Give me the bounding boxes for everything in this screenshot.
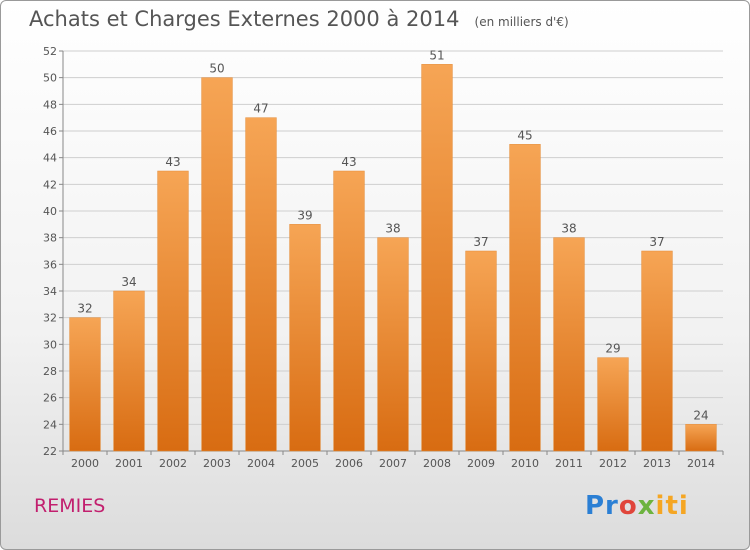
data-label-2014: 24 (693, 408, 708, 422)
y-tick-label: 30 (43, 338, 57, 351)
y-tick-label: 46 (43, 125, 57, 138)
bar-2010 (509, 144, 541, 452)
bar-2002 (157, 170, 189, 452)
bar-2012 (597, 357, 629, 452)
y-tick-label: 36 (43, 258, 57, 271)
x-tick-label: 2008 (423, 457, 451, 470)
y-tick-label: 24 (43, 418, 57, 431)
x-tick-label: 2011 (555, 457, 583, 470)
commune-name: REMIES (34, 495, 106, 517)
data-label-2004: 47 (253, 102, 268, 116)
bar-2008 (421, 64, 453, 452)
bar-2007 (377, 237, 409, 452)
bar-2006 (333, 170, 365, 452)
y-tick-label: 48 (43, 98, 57, 111)
chart-title: Achats et Charges Externes 2000 à 2014 (… (29, 7, 569, 31)
data-label-2005: 39 (297, 208, 312, 222)
x-tick-label: 2002 (159, 457, 187, 470)
x-tick-label: 2014 (687, 457, 715, 470)
y-tick-label: 34 (43, 285, 57, 298)
x-tick-label: 2009 (467, 457, 495, 470)
y-tick-label: 52 (43, 45, 57, 58)
data-label-2013: 37 (649, 235, 664, 249)
y-tick-label: 26 (43, 392, 57, 405)
bar-2003 (201, 77, 233, 452)
x-tick-label: 2012 (599, 457, 627, 470)
x-tick-label: 2005 (291, 457, 319, 470)
y-tick-label: 32 (43, 312, 57, 325)
x-tick-label: 2001 (115, 457, 143, 470)
bar-2001 (113, 290, 145, 452)
data-label-2000: 32 (77, 302, 92, 316)
x-tick-labels: 2000 2001 2002 2003 2004 2005 2006 2007 2008 2009… (71, 457, 715, 470)
y-tick-label: 44 (43, 152, 57, 165)
bar-2013 (641, 250, 673, 452)
bar-2005 (289, 224, 321, 452)
x-tick-label: 2003 (203, 457, 231, 470)
x-tick-label: 2007 (379, 457, 407, 470)
data-label-2010: 45 (517, 128, 532, 142)
y-tick-label: 28 (43, 365, 57, 378)
x-tick-label: 2006 (335, 457, 363, 470)
y-tick-label: 40 (43, 205, 57, 218)
bar-2014 (685, 424, 717, 452)
bars (69, 64, 717, 452)
logo-part-4: iti (655, 491, 689, 521)
bar-2009 (465, 250, 497, 452)
y-tick-label: 22 (43, 445, 57, 458)
data-label-2007: 38 (385, 222, 400, 236)
bar-2011 (553, 237, 585, 452)
logo-part-1: Pr (585, 491, 619, 521)
y-tick-label: 50 (43, 72, 57, 85)
chart-title-unit: (en milliers d'€) (474, 15, 569, 29)
chart-title-main: Achats et Charges Externes 2000 à 2014 (29, 7, 460, 31)
x-tick-label: 2004 (247, 457, 275, 470)
y-tick-label: 42 (43, 178, 57, 191)
bar-2004 (245, 117, 277, 452)
data-label-2003: 50 (209, 62, 224, 76)
x-tick-label: 2000 (71, 457, 99, 470)
data-label-2008: 51 (429, 48, 444, 62)
data-label-2011: 38 (561, 222, 576, 236)
logo-part-2: o (618, 491, 638, 521)
logo-part-3: x (637, 491, 656, 521)
proxiti-logo: Proxiti (585, 491, 689, 521)
data-label-2009: 37 (473, 235, 488, 249)
x-tick-label: 2013 (643, 457, 671, 470)
y-tick-labels: 22 24 26 28 30 32 34 36 38 40 42 44 46 48 50 52 (43, 45, 57, 458)
bar-2000 (69, 317, 101, 452)
data-label-2012: 29 (605, 342, 620, 356)
y-tick-label: 38 (43, 232, 57, 245)
data-label-2006: 43 (341, 155, 356, 169)
x-tick-label: 2010 (511, 457, 539, 470)
data-label-2001: 34 (121, 275, 136, 289)
data-labels: 32 34 43 50 47 39 43 38 51 37 45 38 29 37 24 (77, 48, 708, 422)
data-label-2002: 43 (165, 155, 180, 169)
